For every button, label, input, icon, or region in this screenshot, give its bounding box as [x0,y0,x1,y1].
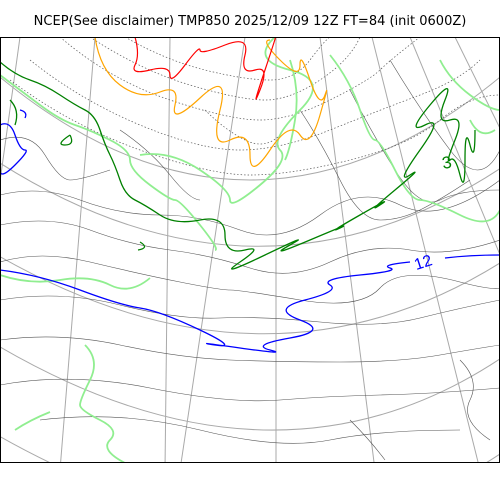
coastline [329,54,500,223]
graticule-parallels [0,76,500,463]
dotted-contour [9,79,500,176]
contour-line [0,336,500,363]
coastlines [0,37,500,463]
blue-contour [19,109,27,119]
blue-contour [0,123,27,175]
coastline [469,119,496,135]
green-contours [0,61,476,270]
coastline [139,37,314,204]
contour-line [119,129,201,201]
contour-line [0,255,500,304]
meridian [409,37,500,257]
meridian [60,37,96,463]
coastline [79,344,126,463]
contour-line [0,295,500,325]
contour-label-12: 12 [412,252,434,274]
parallel [0,76,500,181]
contour-label-3: 3 [441,153,454,173]
parallel [0,256,500,335]
contour-line [459,359,491,441]
green-contour [0,61,476,270]
parallel [0,346,500,431]
meridian [0,37,21,185]
thin-contours [0,59,500,461]
contour-line [0,378,500,402]
meridian [371,37,479,463]
dotted-contours [9,37,500,176]
blue-contours [0,109,500,353]
meridian [319,37,375,463]
map-title: NCEP(See disclaimer) TMP850 2025/12/09 1… [33,14,467,29]
contour-line [0,220,500,274]
coastline [0,274,151,290]
green-contour [9,99,18,126]
contour-line [0,179,500,236]
dotted-contour [29,59,481,151]
coastline [439,59,500,111]
red-contour [133,37,277,100]
contour-line [299,109,471,221]
graticule-meridians [0,37,500,463]
meridian [164,37,171,463]
dotted-contour [204,109,281,145]
contour-line [39,416,461,444]
blue-contour-12 [0,261,411,353]
contour-line [349,419,386,461]
meridian [454,37,500,130]
green-contour [137,241,146,251]
green-contour [60,134,73,146]
coastline [0,74,217,251]
coastline [284,59,298,161]
contour-line [0,136,111,181]
parallel [0,162,500,247]
contour-line [349,89,500,203]
coastline [14,411,51,431]
blue-contour-12 [444,254,500,259]
contour-line [389,59,500,171]
meridian [180,37,246,463]
orange-contour [94,37,328,167]
